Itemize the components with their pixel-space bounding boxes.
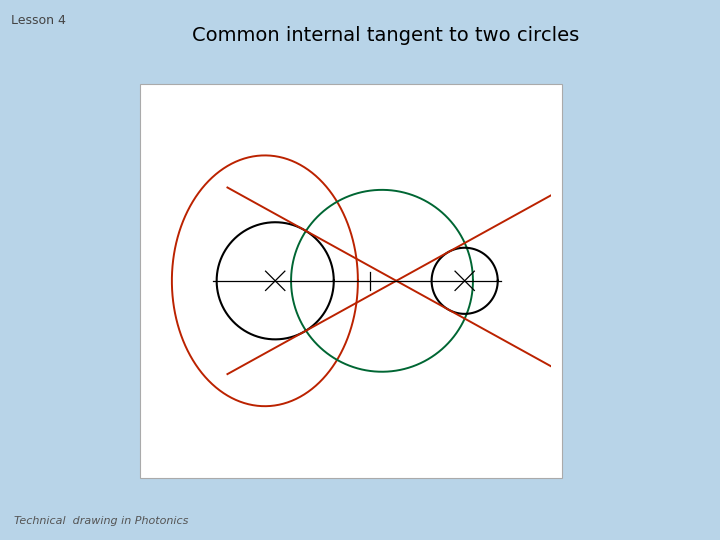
Text: Technical  drawing in Photonics: Technical drawing in Photonics (14, 516, 189, 526)
Text: Lesson 4: Lesson 4 (11, 14, 66, 26)
Text: Common internal tangent to two circles: Common internal tangent to two circles (192, 25, 579, 45)
Bar (140, 84, 562, 478)
